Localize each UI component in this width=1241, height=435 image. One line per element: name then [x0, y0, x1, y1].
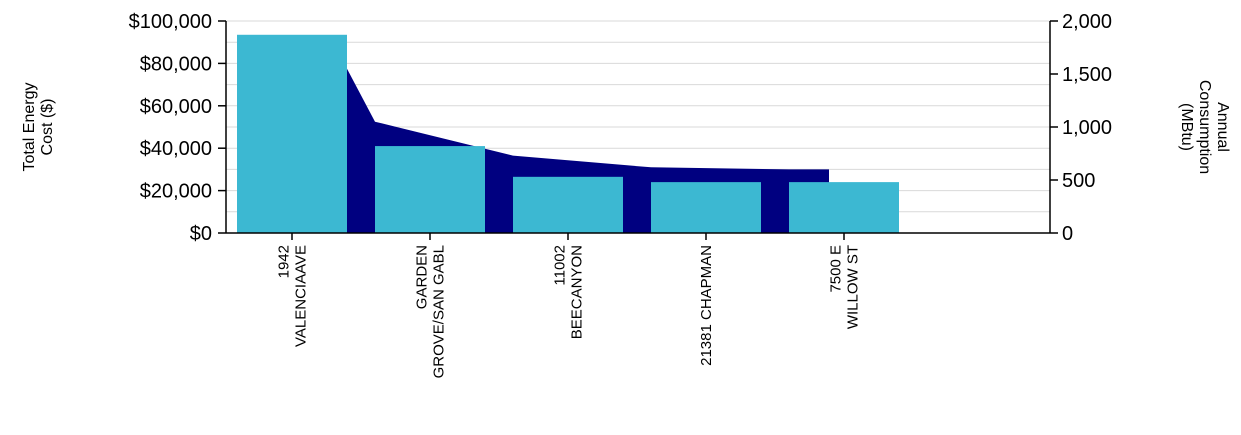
category-label-line: VALENCIAAVE [293, 245, 310, 347]
category-label-line: GROVE/SAN GABL [431, 245, 448, 378]
category-labels: 1942 VALENCIAAVE GARDEN GROVE/SAN GABL 11002… [276, 233, 862, 378]
left-tick-label: $60,000 [140, 96, 212, 118]
right-axis-title-line: Consumption [1196, 80, 1213, 174]
category-label-line: WILLOW ST [845, 245, 862, 329]
cost-bars-layer [237, 34, 899, 233]
cost-bar [237, 34, 347, 233]
left-tick-label: $80,000 [140, 53, 212, 75]
right-tick-label: 2,000 [1062, 11, 1112, 33]
left-axis-title: Total Energy Cost ($) [21, 83, 56, 172]
cost-bar [375, 146, 485, 233]
category-label-line: GARDEN [414, 245, 431, 309]
left-axis-title-line: Cost ($) [39, 99, 56, 156]
cost-bar [651, 182, 761, 233]
right-axis-title-line: (MBtu) [1178, 103, 1195, 151]
left-tick-label: $0 [190, 223, 212, 245]
right-tick-label: 500 [1062, 170, 1095, 192]
category-label-line: 7500 E [828, 245, 845, 293]
right-axis-title-line: Annual [1214, 102, 1231, 152]
category-label: 21381 CHAPMAN [698, 245, 715, 366]
left-axis-title-line: Total Energy [21, 83, 38, 172]
left-tick-label: $20,000 [140, 181, 212, 203]
category-label: GARDEN GROVE/SAN GABL [414, 245, 448, 378]
category-label: 1942 VALENCIAAVE [276, 245, 310, 347]
cost-bar [789, 182, 899, 233]
category-label: 7500 E WILLOW ST [828, 245, 862, 329]
axis-titles: Total Energy Cost ($) AnnualConsumption(MB… [21, 80, 1231, 174]
left-tick-label: $40,000 [140, 138, 212, 160]
cost-bar [513, 176, 623, 233]
right-axis-ticks: 0 500 1,000 1,500 2,000 [1050, 11, 1112, 245]
left-axis-ticks: $0 $20,000 $40,000 $60,000 $80,000 $100,000 [129, 11, 226, 245]
right-tick-label: 1,500 [1062, 64, 1112, 86]
left-tick-label: $100,000 [129, 11, 212, 33]
category-label-line: 21381 CHAPMAN [698, 245, 715, 366]
category-label-line: BEECANYON [569, 245, 586, 339]
category-label: 11002 BEECANYON [552, 245, 586, 339]
right-tick-label: 0 [1062, 223, 1073, 245]
category-label-line: 11002 [552, 245, 569, 286]
category-label-line: 1942 [276, 245, 293, 278]
right-tick-label: 1,000 [1062, 117, 1112, 139]
